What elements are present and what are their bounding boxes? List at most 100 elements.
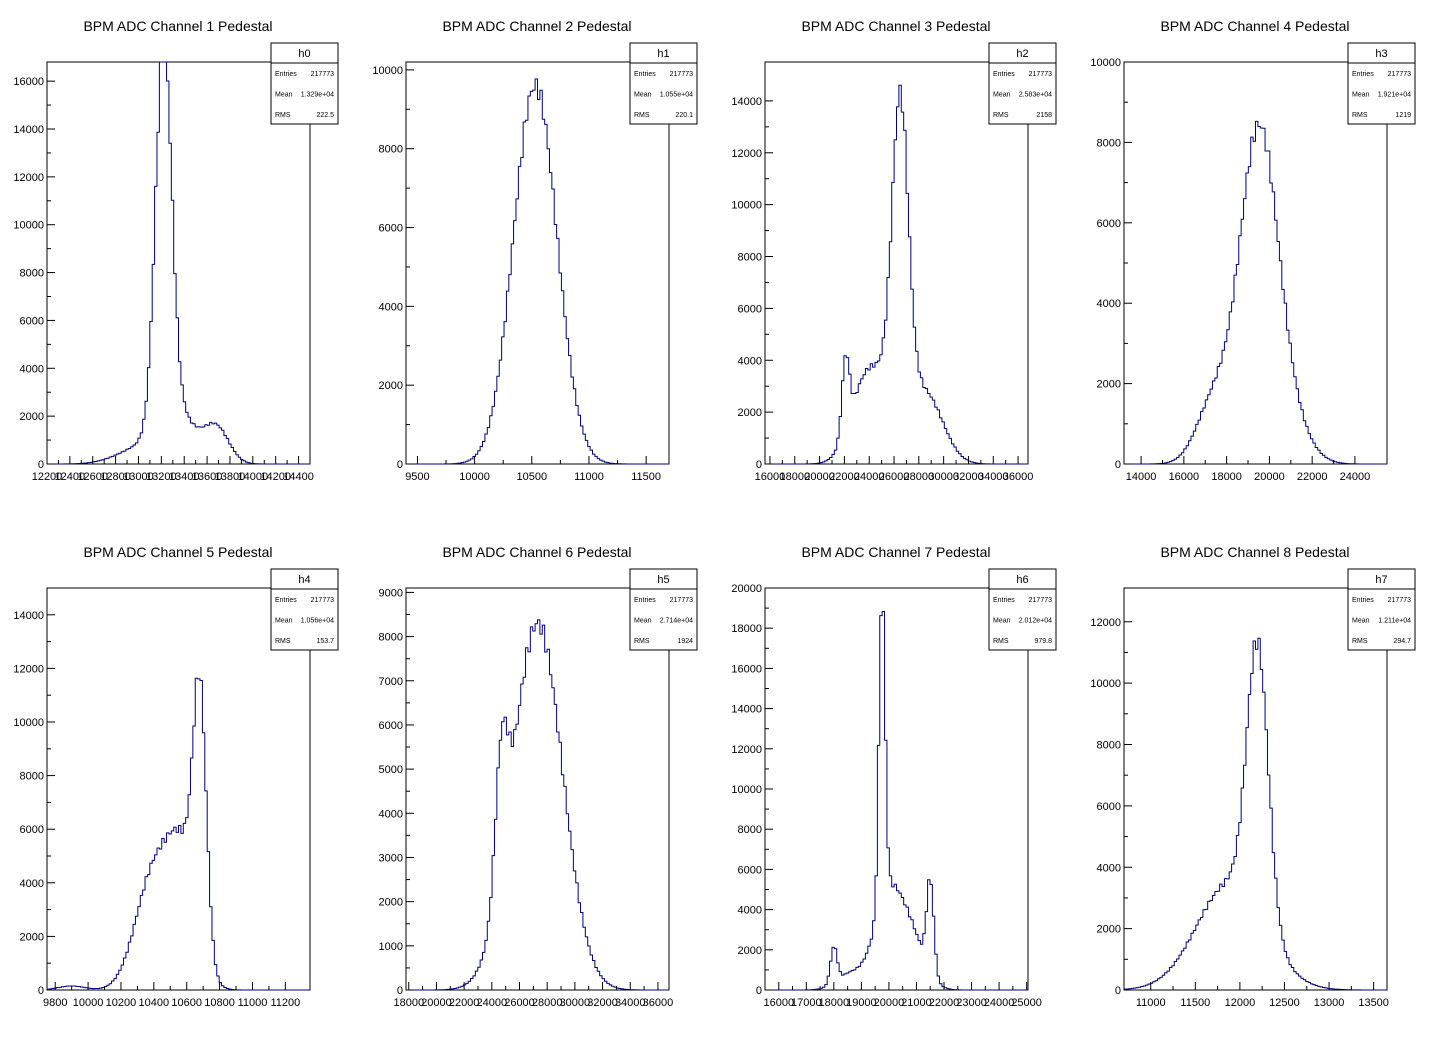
y-tick-label: 8000 (20, 771, 44, 783)
y-tick-label: 0 (1115, 459, 1121, 471)
x-tick-label: 13200 (146, 471, 177, 483)
y-tick-label: 12000 (13, 663, 44, 675)
x-tick-label: 10000 (459, 471, 490, 483)
stats-label: Mean (634, 92, 652, 99)
plot-frame (764, 61, 1029, 465)
chart-title: BPM ADC Channel 1 Pedestal (83, 18, 272, 34)
stats-value: 1.056e+04 (301, 618, 334, 625)
y-tick-label: 7000 (379, 676, 403, 688)
stats-label: Entries (275, 71, 297, 78)
x-tick-label: 32000 (953, 471, 984, 483)
stats-box (270, 568, 339, 651)
histogram-line (765, 84, 1028, 465)
stats-value: 220.1 (675, 112, 693, 119)
x-tick-label: 11500 (1180, 997, 1210, 1009)
stats-label: Mean (634, 618, 652, 625)
y-tick-label: 12000 (1090, 617, 1121, 629)
histogram-line (765, 611, 1028, 991)
x-tick-label: 20000 (1254, 471, 1285, 483)
stats-name: h3 (1375, 48, 1387, 60)
stats-value: 1219 (1395, 112, 1411, 119)
x-tick-label: 12600 (77, 471, 108, 483)
y-tick-label: 4000 (738, 905, 762, 917)
stats-label: RMS (275, 638, 291, 645)
x-tick-label: 9800 (43, 997, 67, 1009)
y-tick-label: 10000 (13, 220, 44, 232)
stats-value: 1924 (677, 638, 693, 645)
y-tick-label: 0 (38, 985, 44, 997)
stats-name: h7 (1375, 574, 1387, 586)
x-tick-label: 30000 (928, 471, 959, 483)
y-tick-label: 14000 (731, 704, 762, 716)
stats-label: RMS (634, 112, 650, 119)
x-tick-label: 22000 (449, 997, 480, 1009)
histogram-panel-6: BPM ADC Channel 6 Pedestal18000200002200… (379, 544, 698, 1009)
stats-label: Entries (1352, 71, 1374, 78)
x-tick-label: 14000 (238, 471, 269, 483)
x-tick-label: 12000 (1225, 997, 1256, 1009)
y-tick-label: 2000 (1097, 924, 1121, 936)
x-tick-label: 18000 (393, 997, 424, 1009)
stats-box (988, 568, 1057, 651)
stats-label: Entries (634, 71, 656, 78)
x-tick-label: 13800 (215, 471, 246, 483)
stats-value: 2.714e+04 (660, 618, 693, 625)
y-tick-label: 12000 (731, 148, 762, 160)
x-tick-label: 23000 (956, 997, 987, 1009)
y-tick-label: 8000 (738, 824, 762, 836)
stats-box (270, 42, 339, 125)
histogram-panel-3: BPM ADC Channel 3 Pedestal16000180002000… (731, 18, 1057, 483)
y-tick-label: 4000 (1097, 862, 1121, 874)
histogram-panel-4: BPM ADC Channel 4 Pedestal 14000 16000 1800… (1090, 18, 1416, 483)
x-tick-label: 24000 (854, 471, 885, 483)
y-tick-label: 18000 (731, 623, 762, 635)
x-tick-label: 20000 (804, 471, 835, 483)
histogram-panel-1: BPM ADC Channel 1 Pedestal 12200124001260… (13, 18, 339, 483)
histogram-panel-8: BPM ADC Channel 8 Pedestal 11000 11500 1200… (1090, 544, 1416, 1009)
stats-label: RMS (1352, 112, 1368, 119)
x-tick-label: 14200 (260, 471, 291, 483)
stats-value: 217773 (1388, 597, 1411, 604)
x-tick-label: 14400 (283, 471, 314, 483)
x-tick-label: 14000 (1126, 471, 1157, 483)
stats-value: 217773 (1029, 71, 1052, 78)
x-tick-label: 34000 (615, 997, 646, 1009)
stats-label: Mean (993, 618, 1011, 625)
stats-value: 2158 (1036, 112, 1052, 119)
stats-value: 1.055e+04 (660, 92, 693, 99)
x-tick-label: 10600 (171, 997, 202, 1009)
stats-box (1347, 568, 1416, 651)
x-tick-label: 22000 (829, 471, 860, 483)
stats-label: Mean (275, 618, 293, 625)
stats-label: Entries (993, 71, 1015, 78)
x-tick-label: 28000 (904, 471, 935, 483)
stats-label: RMS (993, 112, 1009, 119)
stats-name: h5 (657, 574, 669, 586)
x-tick-label: 10400 (139, 997, 170, 1009)
x-tick-label: 17000 (791, 997, 822, 1009)
x-tick-label: 12400 (55, 471, 86, 483)
stats-value: 217773 (1388, 71, 1411, 78)
x-tick-label: 13500 (1358, 997, 1389, 1009)
x-tick-label: 19000 (846, 997, 877, 1009)
x-tick-label: 36000 (643, 997, 674, 1009)
stats-label: Entries (634, 597, 656, 604)
stats-value: 217773 (311, 597, 334, 604)
stats-label: Entries (1352, 597, 1374, 604)
stats-value: 294.7 (1393, 638, 1411, 645)
x-tick-label: 22000 (1297, 471, 1328, 483)
stats-value: 153.7 (316, 638, 334, 645)
x-tick-label: 24000 (984, 997, 1015, 1009)
y-tick-label: 4000 (1097, 298, 1121, 310)
y-tick-label: 4000 (20, 363, 44, 375)
chart-title: BPM ADC Channel 5 Pedestal (83, 544, 272, 560)
x-tick-label: 13000 (123, 471, 154, 483)
plot-frame (405, 61, 670, 465)
y-tick-label: 4000 (20, 878, 44, 890)
y-tick-label: 14000 (13, 610, 44, 622)
stats-box (629, 42, 698, 125)
x-tick-label: 13600 (192, 471, 223, 483)
y-tick-label: 10000 (731, 200, 762, 212)
x-tick-label: 12200 (32, 471, 63, 483)
